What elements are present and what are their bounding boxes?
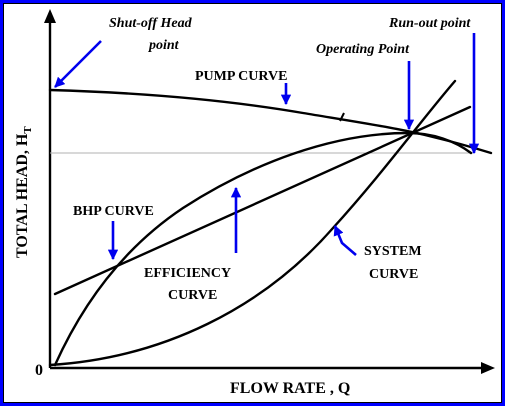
system-curve-label-line2: CURVE xyxy=(369,267,418,282)
bhp-curve xyxy=(53,105,472,296)
system-curve xyxy=(48,79,457,367)
shutoff-label-line2: point xyxy=(148,38,180,53)
bhp-curve-label: BHP CURVE xyxy=(73,204,154,219)
shutoff-label-line1: Shut-off Head xyxy=(109,16,193,31)
efficiency-curve-label-line1: EFFICIENCY xyxy=(144,266,231,281)
efficiency-curve xyxy=(53,131,473,367)
system-curve-label-line1: SYSTEM xyxy=(364,244,422,259)
shutoff-arrow xyxy=(54,40,102,88)
y-axis-label: TOTAL HEAD, HT xyxy=(14,126,34,258)
efficiency-curve-label-line2: CURVE xyxy=(168,288,217,303)
x-axis-arrowhead xyxy=(481,362,495,374)
pump-curve-diagram: Shut-off Head point Run-out point Operat… xyxy=(14,9,495,397)
pump-curve-tick xyxy=(339,112,345,122)
y-axis-label-group: TOTAL HEAD, HT xyxy=(14,126,34,258)
system-curve-arrow xyxy=(333,225,357,256)
pump-curve-label: PUMP CURVE xyxy=(195,69,287,84)
operating-point-label: Operating Point xyxy=(316,42,410,57)
origin-label: 0 xyxy=(35,362,43,379)
y-axis-arrowhead xyxy=(44,9,56,23)
x-axis-label: FLOW RATE , Q xyxy=(230,380,350,397)
runout-label: Run-out point xyxy=(388,16,471,31)
pump-curve xyxy=(48,88,493,155)
diagram-inner-border xyxy=(3,3,502,403)
